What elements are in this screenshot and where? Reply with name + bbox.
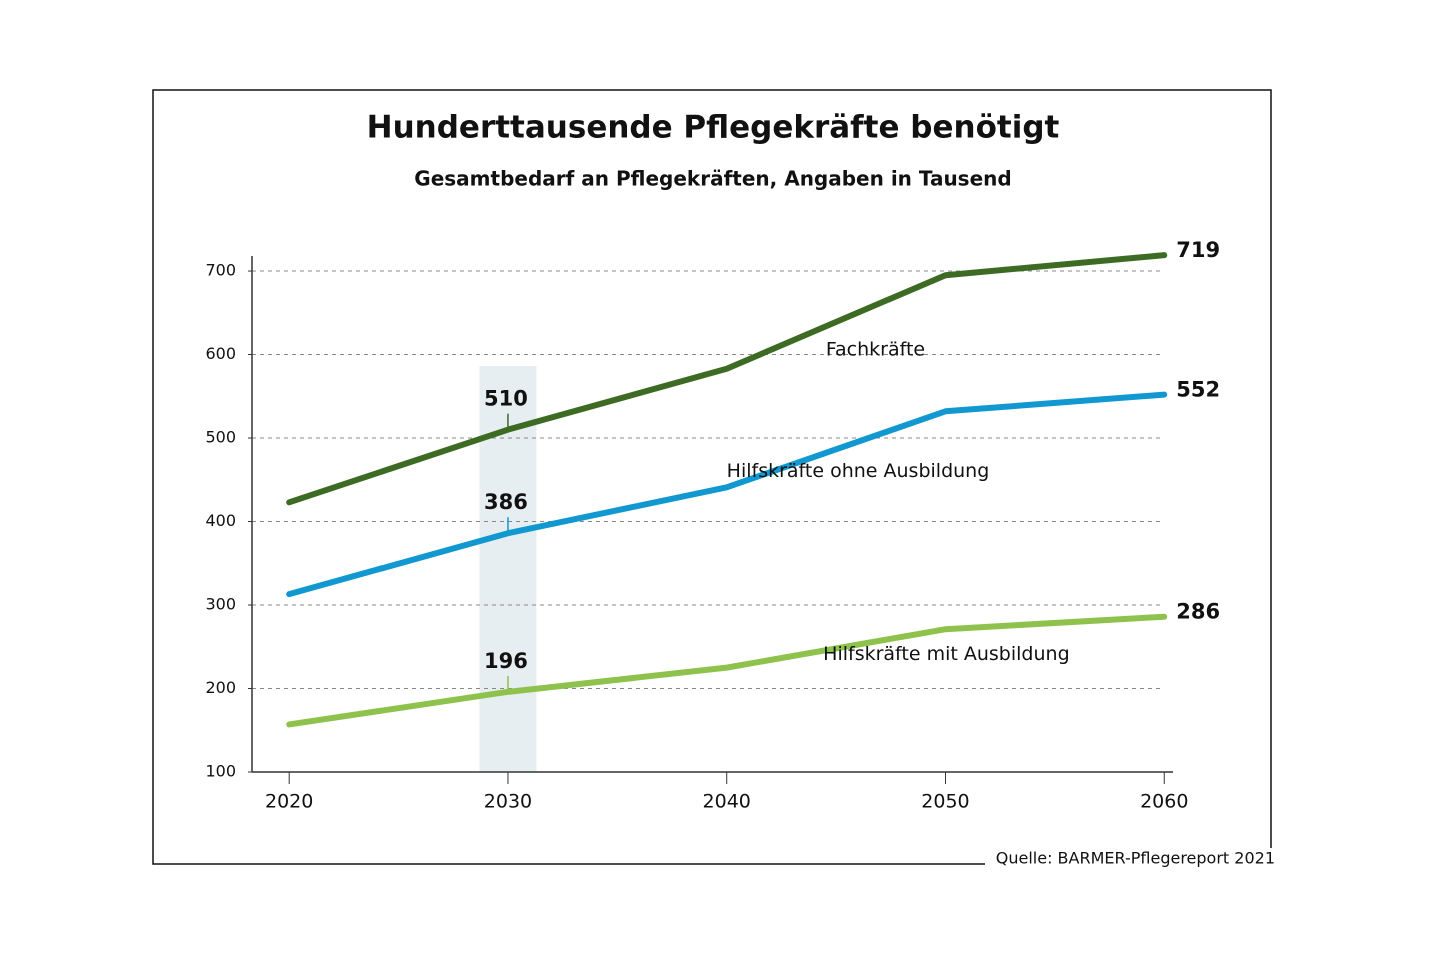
series-label: Hilfskräfte ohne Ausbildung xyxy=(727,460,990,482)
source-bg xyxy=(985,848,1285,870)
y-tick-label: 400 xyxy=(205,511,236,530)
y-tick-label: 600 xyxy=(205,344,236,363)
x-tick-label: 2040 xyxy=(703,791,751,813)
frame xyxy=(152,89,1272,865)
series-label: Hilfskräfte mit Ausbildung xyxy=(823,643,1069,665)
series-line xyxy=(286,391,1168,598)
chart-subtitle: Gesamtbedarf an Pflegekräften, Angaben i… xyxy=(414,167,1011,191)
y-tick-label: 300 xyxy=(205,595,236,614)
x-tick-label: 2030 xyxy=(484,791,532,813)
series-label: Fachkräfte xyxy=(826,339,925,361)
y-tick-label: 500 xyxy=(205,428,236,447)
value-label: 719 xyxy=(1176,238,1220,262)
value-label: 386 xyxy=(484,490,528,514)
x-tick-label: 2020 xyxy=(265,791,313,813)
source: Quelle: BARMER-Pflegereport 2021 xyxy=(996,849,1275,868)
value-label: 196 xyxy=(484,649,528,673)
y-tick-label: 200 xyxy=(205,678,236,697)
value-label: 552 xyxy=(1176,378,1220,402)
x-tick-label: 2060 xyxy=(1140,791,1188,813)
series-line xyxy=(286,613,1168,728)
series-line xyxy=(286,252,1168,506)
value-label: 510 xyxy=(484,387,528,411)
value-label: 286 xyxy=(1176,600,1220,624)
chart-title: Hunderttausende Pflegekräfte benötigt xyxy=(367,110,1060,146)
y-tick-label: 100 xyxy=(205,762,236,781)
x-tick-label: 2050 xyxy=(921,791,969,813)
y-tick-label: 700 xyxy=(205,261,236,280)
